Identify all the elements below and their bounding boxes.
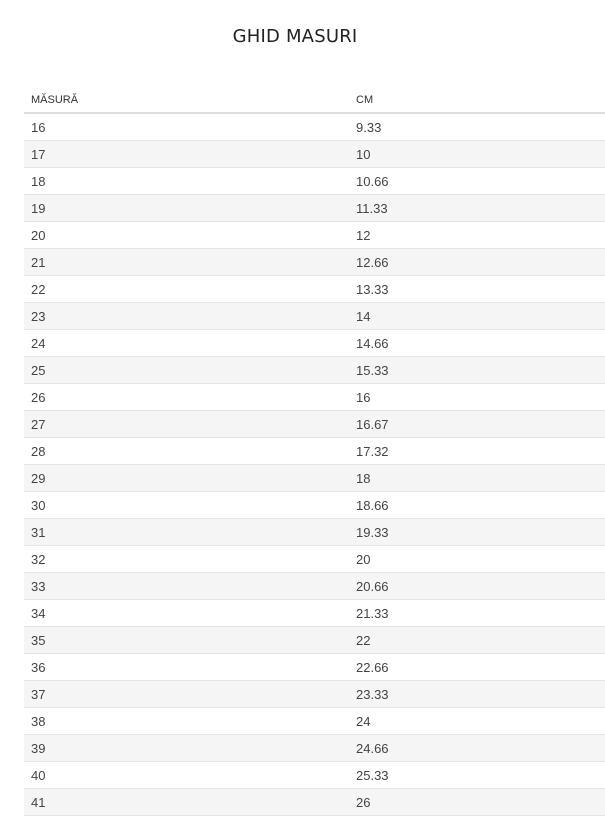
size-cell: 24 xyxy=(24,329,349,357)
table-row: 20 12 xyxy=(24,221,605,249)
size-cell: 33 xyxy=(24,572,349,600)
cm-cell: 22 xyxy=(349,626,605,654)
table-row: 37 23.33 xyxy=(24,680,605,708)
table-row: 28 17.32 xyxy=(24,437,605,465)
cm-cell: 13.33 xyxy=(349,275,605,303)
table-row: 24 14.66 xyxy=(24,329,605,357)
table-row: 29 18 xyxy=(24,464,605,492)
size-cell: 31 xyxy=(24,518,349,546)
cm-cell: 18.66 xyxy=(349,491,605,519)
table-row: 39 24.66 xyxy=(24,734,605,762)
size-cell: 40 xyxy=(24,761,349,789)
size-cell: 37 xyxy=(24,680,349,708)
size-cell: 41 xyxy=(24,788,349,816)
page-title: GHID MASURI xyxy=(232,26,358,47)
cm-cell: 12.66 xyxy=(349,248,605,276)
table-row: 40 25.33 xyxy=(24,761,605,789)
cm-cell: 14 xyxy=(349,302,605,330)
table-row: 34 21.33 xyxy=(24,599,605,627)
table-row: 36 22.66 xyxy=(24,653,605,681)
table-row: 18 10.66 xyxy=(24,167,605,195)
size-cell: 25 xyxy=(24,356,349,384)
table-row: 30 18.66 xyxy=(24,491,605,519)
size-cell: 19 xyxy=(24,194,349,222)
size-cell: 39 xyxy=(24,734,349,762)
size-cell: 35 xyxy=(24,626,349,654)
table-row: 38 24 xyxy=(24,707,605,735)
cm-cell: 14.66 xyxy=(349,329,605,357)
size-cell: 23 xyxy=(24,302,349,330)
cm-cell: 9.33 xyxy=(349,113,605,141)
table-row: 35 22 xyxy=(24,626,605,654)
cm-cell: 25.33 xyxy=(349,761,605,789)
table-row: 22 13.33 xyxy=(24,275,605,303)
cm-cell: 10.66 xyxy=(349,167,605,195)
header-size: MĂSURĂ xyxy=(24,88,349,114)
table-row: 41 26 xyxy=(24,788,605,816)
table-row: 27 16.67 xyxy=(24,410,605,438)
table-row: 19 11.33 xyxy=(24,194,605,222)
header-cm: CM xyxy=(349,88,605,114)
cm-cell: 26 xyxy=(349,788,605,816)
table-row: 32 20 xyxy=(24,545,605,573)
size-cell: 28 xyxy=(24,437,349,465)
cm-cell: 18 xyxy=(349,464,605,492)
cm-cell: 20 xyxy=(349,545,605,573)
cm-cell: 10 xyxy=(349,140,605,168)
size-cell: 27 xyxy=(24,410,349,438)
size-cell: 18 xyxy=(24,167,349,195)
cm-cell: 20.66 xyxy=(349,572,605,600)
cm-cell: 23.33 xyxy=(349,680,605,708)
cm-cell: 24.66 xyxy=(349,734,605,762)
cm-cell: 15.33 xyxy=(349,356,605,384)
cm-cell: 12 xyxy=(349,221,605,249)
table-row: 23 14 xyxy=(24,302,605,330)
size-cell: 30 xyxy=(24,491,349,519)
cm-cell: 22.66 xyxy=(349,653,605,681)
cm-cell: 17.32 xyxy=(349,437,605,465)
cm-cell: 21.33 xyxy=(349,599,605,627)
cm-cell: 24 xyxy=(349,707,605,735)
cm-cell: 16 xyxy=(349,383,605,411)
size-cell: 29 xyxy=(24,464,349,492)
table-header-row: MĂSURĂ CM xyxy=(24,88,605,114)
size-cell: 21 xyxy=(24,248,349,276)
size-cell: 22 xyxy=(24,275,349,303)
size-cell: 17 xyxy=(24,140,349,168)
size-cell: 20 xyxy=(24,221,349,249)
table-row: 21 12.66 xyxy=(24,248,605,276)
size-cell: 32 xyxy=(24,545,349,573)
table-row: 26 16 xyxy=(24,383,605,411)
cm-cell: 19.33 xyxy=(349,518,605,546)
table-row: 16 9.33 xyxy=(24,113,605,141)
size-cell: 16 xyxy=(24,113,349,141)
table-row: 25 15.33 xyxy=(24,356,605,384)
size-guide-table: MĂSURĂ CM 16 9.33 17 10 18 10.66 19 11.33 20 12 21… xyxy=(24,88,605,816)
size-cell: 34 xyxy=(24,599,349,627)
cm-cell: 11.33 xyxy=(349,194,605,222)
table-row: 31 19.33 xyxy=(24,518,605,546)
table-row: 33 20.66 xyxy=(24,572,605,600)
size-cell: 38 xyxy=(24,707,349,735)
table-row: 17 10 xyxy=(24,140,605,168)
cm-cell: 16.67 xyxy=(349,410,605,438)
size-cell: 26 xyxy=(24,383,349,411)
size-cell: 36 xyxy=(24,653,349,681)
